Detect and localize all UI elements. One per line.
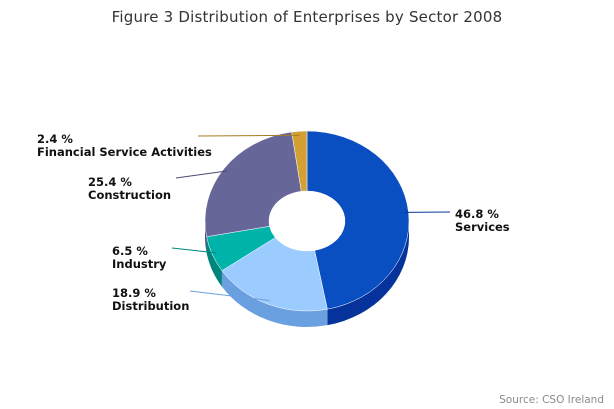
slice-side-industry: [206, 236, 222, 287]
slice-category-label: Financial Service Activities: [37, 145, 212, 159]
slice-value-label: 2.4 %: [37, 132, 73, 146]
leader-line: [197, 134, 300, 137]
chart-title: Figure 3 Distribution of Enterprises by …: [111, 8, 503, 26]
leader-line: [189, 290, 270, 301]
slice-value-label: 25.4 %: [88, 175, 132, 189]
leader-line: [175, 170, 228, 179]
slice-labels: 46.8 %Services 18.9 %Distribution 6.5 %Ind…: [37, 132, 510, 313]
slice-side-services: [327, 221, 409, 326]
slice-tops: [204, 130, 410, 312]
slice-category-label: Distribution: [112, 299, 189, 313]
slice-category-label: Industry: [112, 257, 167, 271]
donut-hole: [269, 191, 345, 251]
slice-side-distribution: [221, 270, 328, 327]
slice-value-label: 6.5 %: [112, 244, 148, 258]
slice-category-label: Services: [455, 220, 510, 234]
hole-face: [269, 191, 345, 251]
slice-value-label: 46.8 %: [455, 207, 499, 221]
source-note: Source: CSO Ireland: [499, 394, 604, 406]
leader-line: [171, 247, 217, 254]
slice-distribution: [221, 237, 328, 312]
slice-category-label: Construction: [88, 188, 171, 202]
slice-value-label: 18.9 %: [112, 286, 156, 300]
